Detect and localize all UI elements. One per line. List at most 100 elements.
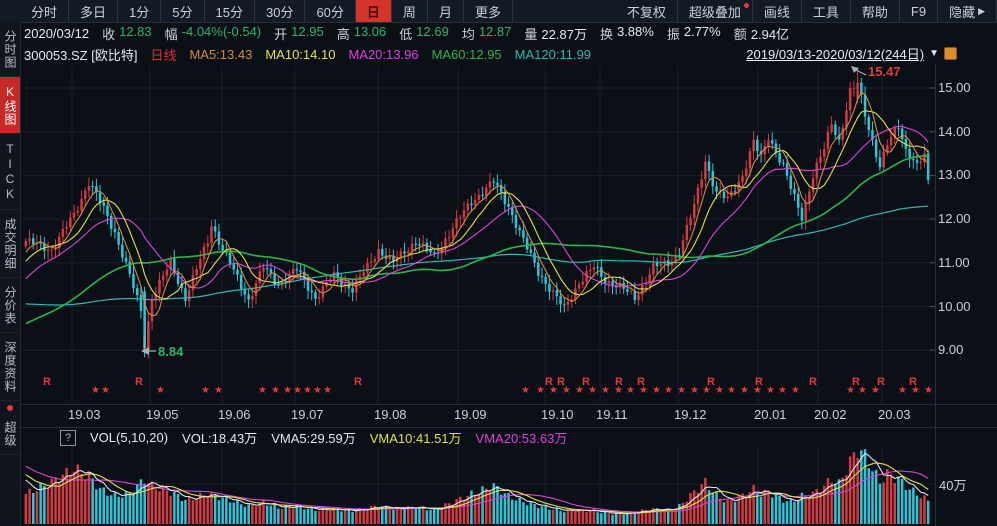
event-star-marker[interactable]: ★	[601, 385, 610, 396]
margin-trading-marker[interactable]: R	[909, 376, 917, 388]
sidebar-item-minute-chart[interactable]: 分时图	[0, 22, 20, 77]
adjust-mode-button[interactable]: 不复权	[616, 0, 678, 22]
margin-trading-marker[interactable]: R	[852, 376, 860, 388]
event-star-marker[interactable]: ★	[214, 385, 223, 396]
tab-15min[interactable]: 15分	[205, 0, 255, 22]
event-star-marker[interactable]: ★	[702, 385, 711, 396]
event-star-marker[interactable]: ★	[740, 385, 749, 396]
f9-button[interactable]: F9	[900, 0, 939, 22]
chevron-down-icon[interactable]: ▼	[929, 48, 939, 59]
quote-field: 量 22.87万	[524, 24, 587, 43]
margin-trading-marker[interactable]: R	[809, 376, 817, 388]
help-icon[interactable]: ?	[60, 429, 76, 446]
help-button[interactable]: 帮助	[851, 0, 900, 22]
event-star-marker[interactable]: ★	[313, 385, 322, 396]
margin-trading-marker[interactable]: R	[582, 376, 590, 388]
event-star-marker[interactable]: ★	[690, 385, 699, 396]
event-star-marker[interactable]: ★	[588, 385, 597, 396]
sidebar-item-price-table[interactable]: 分价表	[0, 278, 20, 333]
margin-trading-marker[interactable]: R	[877, 376, 885, 388]
margin-trading-marker[interactable]: R	[135, 376, 143, 388]
event-star-marker[interactable]: ★	[778, 385, 787, 396]
tab-60min[interactable]: 60分	[305, 0, 356, 22]
event-star-marker[interactable]: ★	[664, 385, 673, 396]
event-star-marker[interactable]: ★	[293, 385, 302, 396]
time-tick-label: 20.03	[878, 407, 911, 422]
event-star-marker[interactable]: ★	[156, 385, 165, 396]
margin-trading-marker[interactable]: R	[43, 376, 51, 388]
margin-trading-marker[interactable]: R	[557, 376, 565, 388]
notification-dot	[743, 3, 749, 8]
event-star-marker[interactable]: ★	[652, 385, 661, 396]
event-star-marker[interactable]: ★	[846, 385, 855, 396]
sidebar-item-tick[interactable]: TICK	[0, 134, 20, 210]
tab-minute[interactable]: 分时	[20, 0, 70, 22]
sidebar-item-depth-info[interactable]: 深度资料	[0, 333, 20, 401]
margin-trading-marker[interactable]: R	[637, 376, 645, 388]
sidebar-item-trade-detail[interactable]: 成交明细	[0, 210, 20, 278]
quote-field-label: 开	[274, 27, 288, 42]
event-star-marker[interactable]: ★	[727, 385, 736, 396]
margin-trading-marker[interactable]: R	[545, 376, 553, 388]
tab-month[interactable]: 月	[428, 0, 464, 22]
event-star-marker[interactable]: ★	[575, 385, 584, 396]
date-range-control[interactable]: 2019/03/13-2020/03/12(244日) ▼	[746, 44, 957, 63]
event-star-marker[interactable]: ★	[753, 385, 762, 396]
margin-trading-marker[interactable]: R	[755, 376, 763, 388]
tools-button[interactable]: 工具	[802, 0, 851, 22]
event-star-marker[interactable]: ★	[536, 385, 545, 396]
event-star-marker[interactable]: ★	[614, 385, 623, 396]
super-overlay-button[interactable]: 超级叠加	[678, 0, 753, 22]
quote-field-label: 高	[336, 27, 350, 42]
event-star-marker[interactable]: ★	[898, 385, 907, 396]
event-star-marker[interactable]: ★	[791, 385, 800, 396]
event-star-marker[interactable]: ★	[626, 385, 635, 396]
expand-arrow-icon: ▶	[978, 5, 985, 16]
ma-legend-item: MA20:13.96	[348, 46, 419, 62]
event-star-marker[interactable]: ★	[639, 385, 648, 396]
quote-field-value: 12.87	[478, 24, 512, 39]
divider	[20, 404, 997, 405]
event-star-marker[interactable]: ★	[549, 385, 558, 396]
event-star-marker[interactable]: ★	[715, 385, 724, 396]
event-star-marker[interactable]: ★	[677, 385, 686, 396]
sidebar-item-kline-chart[interactable]: K线图	[0, 77, 20, 134]
event-star-marker[interactable]: ★	[323, 385, 332, 396]
event-star-marker[interactable]: ★	[871, 385, 880, 396]
tab-multiday[interactable]: 多日	[69, 0, 119, 22]
event-star-marker[interactable]: ★	[101, 385, 110, 396]
tab-1min[interactable]: 1分	[118, 0, 162, 22]
event-star-marker[interactable]: ★	[858, 385, 867, 396]
time-tick-label: 19.12	[674, 407, 707, 422]
notification-dot	[7, 405, 13, 411]
hide-button[interactable]: 隐藏 ▶	[938, 0, 997, 22]
event-star-marker[interactable]: ★	[911, 385, 920, 396]
event-star-marker[interactable]: ★	[766, 385, 775, 396]
event-star-marker[interactable]: ★	[521, 385, 530, 396]
event-star-marker[interactable]: ★	[271, 385, 280, 396]
margin-trading-marker[interactable]: R	[615, 376, 623, 388]
sidebar-item-super[interactable]: 超级	[0, 413, 20, 455]
lock-icon	[944, 47, 957, 60]
tab-week[interactable]: 周	[392, 0, 428, 22]
event-star-marker[interactable]: ★	[303, 385, 312, 396]
margin-trading-marker[interactable]: R	[354, 376, 362, 388]
tab-30min[interactable]: 30分	[255, 0, 306, 22]
tab-5min[interactable]: 5分	[161, 0, 205, 22]
tab-more[interactable]: 更多	[464, 0, 513, 22]
quote-field-label: 收	[102, 27, 116, 42]
event-star-marker[interactable]: ★	[924, 385, 933, 396]
tab-day[interactable]: 日	[355, 0, 392, 22]
margin-trading-marker[interactable]: R	[707, 376, 715, 388]
event-star-marker[interactable]: ★	[91, 385, 100, 396]
price-tick-label: 14.00	[938, 123, 971, 139]
event-star-marker[interactable]: ★	[562, 385, 571, 396]
event-star-marker[interactable]: ★	[283, 385, 292, 396]
quote-field-label: 幅	[164, 27, 178, 42]
date-range-label[interactable]: 2019/03/13-2020/03/12(244日)	[746, 47, 925, 62]
event-star-marker[interactable]: ★	[201, 385, 210, 396]
draw-line-button[interactable]: 画线	[753, 0, 802, 22]
event-star-marker[interactable]: ★	[258, 385, 267, 396]
top-tab-bar: 分时 多日 1分 5分 15分 30分 60分日周月更多 不复权 超级叠加 画线 工具 帮助 F9 隐藏…	[0, 0, 997, 23]
